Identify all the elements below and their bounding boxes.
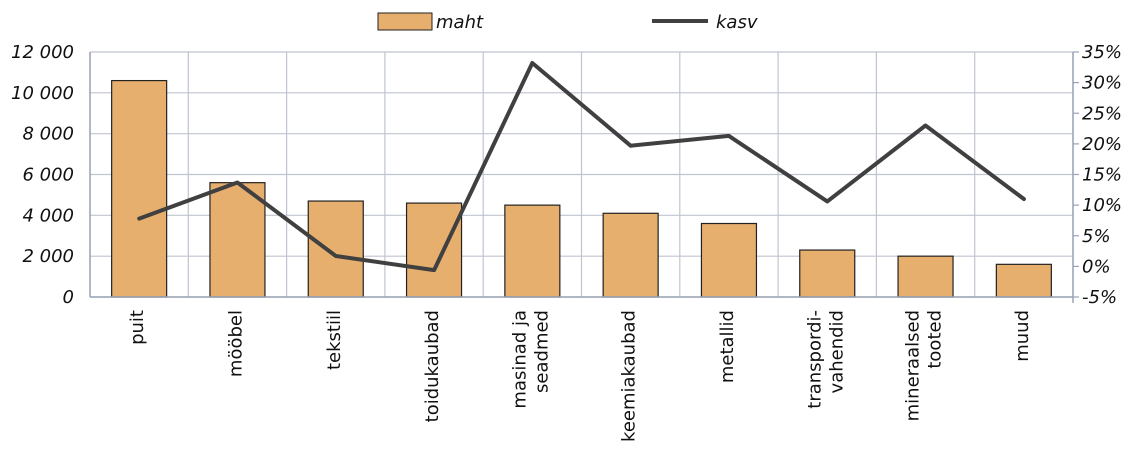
category-label: tekstiil [324,310,345,370]
category-label-line: metallid [717,310,738,383]
legend-label-kasv: kasv [716,12,758,33]
right-tick-label: 25% [1082,103,1122,124]
right-tick-label: -5% [1082,287,1117,308]
category-label-line: keemiakaubad [619,310,640,442]
right-tick-label: 15% [1082,165,1122,186]
category-label: mineraalsedtooted [903,310,946,421]
category-label-line: mineraalsed [903,310,924,421]
bar [307,200,364,298]
left-axis-ticks: 0 2 000 4 000 6 000 8 000 10 000 12 000 [11,42,74,308]
category-label-line: vahendid [826,310,847,393]
left-tick-label: 12 000 [11,42,74,63]
series-line-kasv [137,61,1026,273]
right-axis-ticks: -5% 0% 5% 10% 15% 20% 25% 30% 35% [1082,42,1122,308]
category-label-line: seadmed [531,310,552,393]
category-label-line: toidukaubad [422,310,443,422]
bars [111,79,1052,298]
category-label: keemiakaubad [619,310,640,442]
legend-swatch-maht [377,12,433,31]
category-label-line: masinad ja [509,310,530,409]
right-tick-label: 30% [1082,73,1122,94]
right-tick-label: 0% [1082,256,1111,277]
category-label-line: tekstiil [324,310,345,370]
right-tick-label: 35% [1082,42,1122,63]
left-tick-label: 0 [63,287,74,308]
category-label: metallid [717,310,738,383]
left-tick-label: 6 000 [22,165,74,186]
category-label: muud [1012,310,1033,362]
category-label: puit [127,310,148,345]
category-label-line: mööbel [225,310,246,377]
right-tick-label: 5% [1082,226,1111,247]
right-tick-label: 20% [1082,134,1122,155]
category-label-line: transpordi- [804,310,825,409]
category-label-line: tooted [925,310,946,369]
left-tick-label: 8 000 [22,124,74,145]
category-label: toidukaubad [422,310,443,422]
legend: maht kasv [377,12,758,33]
bar [405,202,463,298]
left-tick-label: 2 000 [22,246,74,267]
axes [89,51,1079,303]
category-label: mööbel [225,310,246,377]
bar [799,249,856,298]
category-labels: puit mööbel tekstiil toidukaubad masinad jas… [127,310,1033,442]
left-tick-label: 10 000 [11,83,74,104]
bar [111,79,168,298]
bar [897,255,954,298]
category-label-line: puit [127,310,148,345]
left-tick-label: 4 000 [22,205,74,226]
bar [504,204,561,298]
category-label: masinad jaseadmed [509,310,552,409]
right-tick-label: 10% [1082,195,1122,216]
category-label-line: muud [1012,310,1033,362]
bar [602,212,659,298]
category-label: transpordi-vahendid [804,310,847,409]
growth-line [137,61,1026,273]
bar [209,182,266,298]
bar [700,222,758,298]
legend-label-maht: maht [436,12,484,33]
bar [995,263,1052,298]
